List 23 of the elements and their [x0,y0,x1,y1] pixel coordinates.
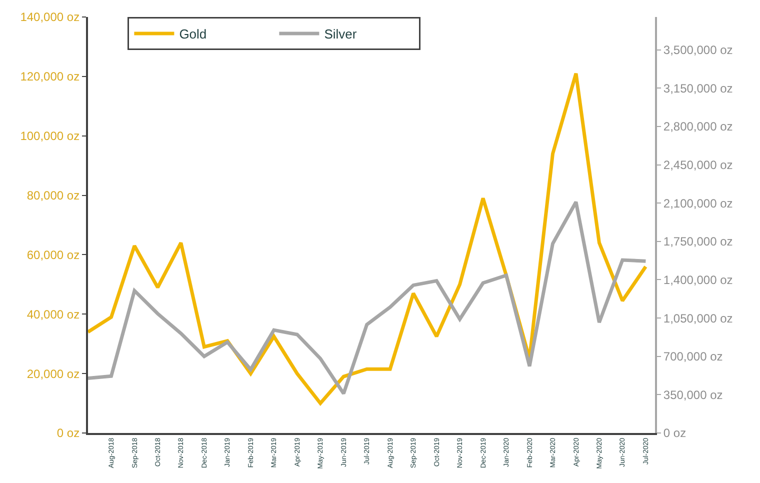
line-series [88,72,648,406]
y2-tick-label: 0 oz [663,426,686,440]
y2-tick-label: 3,500,000 oz [663,43,733,58]
y2-tick-label: 1,750,000 oz [663,234,733,249]
y-tick-label: 100,000 oz [20,129,80,144]
y-tick-label: 0 oz [56,426,80,440]
y2-tick-label: 2,800,000 oz [663,120,733,134]
line-series [88,200,648,396]
y2-tick-label: 1,400,000 oz [663,272,733,287]
y-tick-label: 140,000 oz [20,10,80,24]
y-tick-label: 40,000 oz [26,307,80,322]
y2-tick-label: 3,150,000 oz [663,81,733,96]
y-tick-label: 120,000 oz [20,70,80,84]
y-tick-label: 80,000 oz [26,188,80,202]
y2-tick-label: 700,000 oz [663,350,723,364]
y2-tick-label: 2,450,000 oz [663,158,733,172]
y2-tick-label: 350,000 oz [663,388,723,402]
y2-tick-label: 1,050,000 oz [663,311,733,326]
y-tick-label: 60,000 oz [26,248,80,262]
legend-label: Silver [324,26,358,42]
legend-label: Gold [179,26,207,42]
y-tick-label: 20,000 oz [26,366,80,381]
y2-tick-label: 2,100,000 oz [663,196,733,210]
